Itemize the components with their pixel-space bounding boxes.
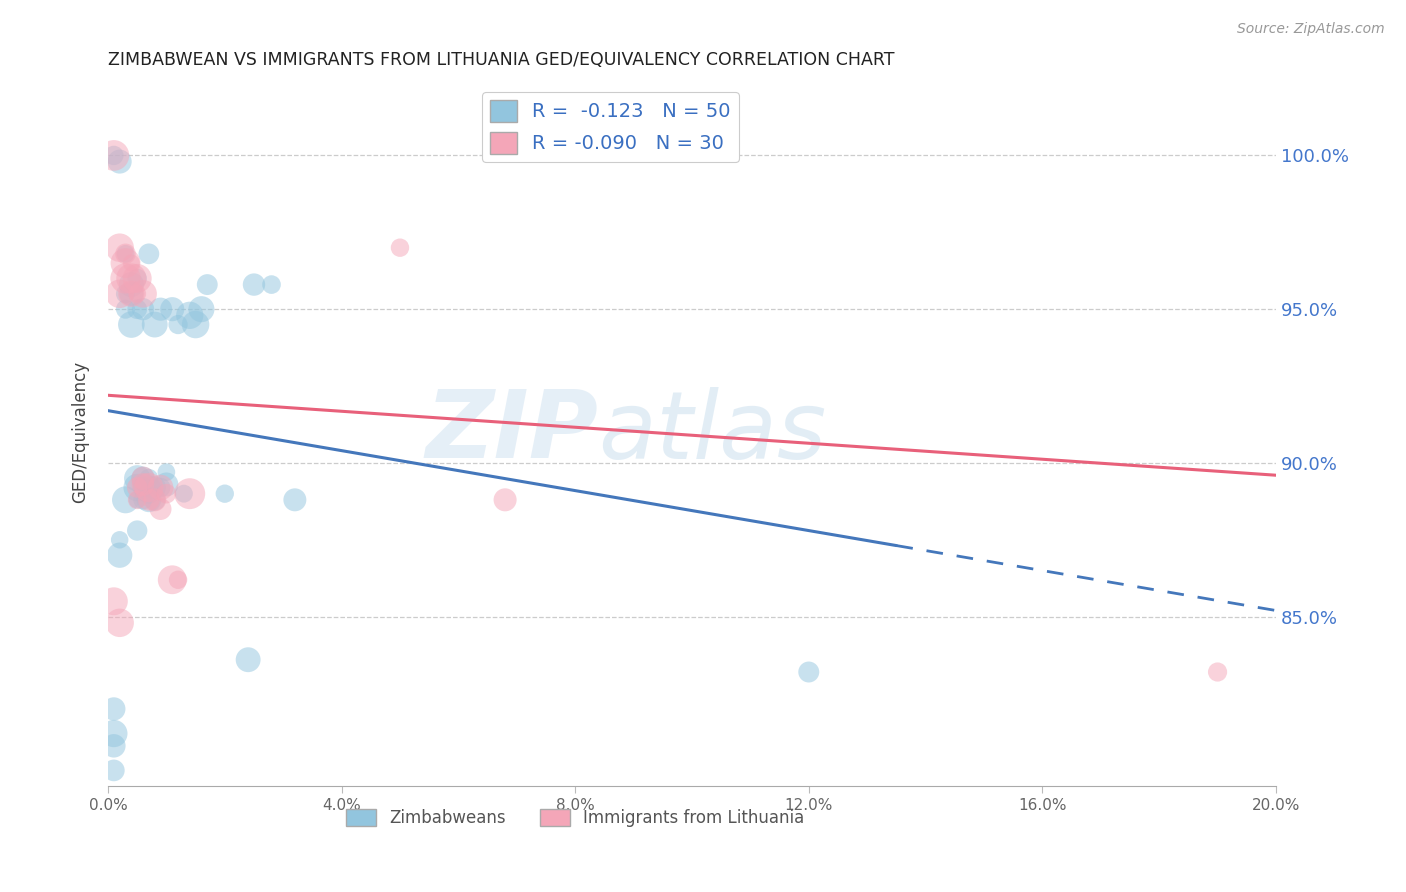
Point	[149, 302, 172, 317]
Point	[127, 271, 149, 285]
Point	[138, 481, 160, 495]
Point	[149, 481, 172, 495]
Point	[120, 271, 142, 285]
Point	[138, 492, 160, 507]
Point	[108, 615, 131, 630]
Point	[143, 318, 166, 332]
Point	[138, 486, 160, 500]
Point	[155, 477, 177, 491]
Point	[160, 302, 183, 317]
Point	[155, 486, 177, 500]
Point	[120, 256, 142, 270]
Point	[120, 277, 142, 292]
Point	[103, 764, 125, 778]
Point	[260, 277, 283, 292]
Point	[494, 492, 516, 507]
Point	[103, 739, 125, 753]
Point	[103, 726, 125, 740]
Point	[127, 492, 149, 507]
Point	[103, 702, 125, 716]
Point	[179, 309, 201, 323]
Point	[149, 481, 172, 495]
Point	[184, 318, 207, 332]
Point	[243, 277, 266, 292]
Point	[103, 148, 125, 162]
Point	[114, 271, 136, 285]
Point	[132, 477, 155, 491]
Legend: Zimbabweans, Immigrants from Lithuania: Zimbabweans, Immigrants from Lithuania	[340, 803, 811, 834]
Point	[108, 533, 131, 547]
Point	[120, 286, 142, 301]
Point	[103, 148, 125, 162]
Point	[127, 481, 149, 495]
Text: atlas: atlas	[599, 386, 827, 478]
Point	[127, 302, 149, 317]
Point	[127, 271, 149, 285]
Point	[236, 653, 259, 667]
Point	[132, 302, 155, 317]
Point	[120, 286, 142, 301]
Point	[179, 486, 201, 500]
Point	[167, 573, 190, 587]
Point	[132, 471, 155, 485]
Point	[120, 318, 142, 332]
Point	[143, 492, 166, 507]
Point	[160, 573, 183, 587]
Point	[214, 486, 236, 500]
Point	[143, 492, 166, 507]
Point	[155, 465, 177, 479]
Point	[143, 481, 166, 495]
Point	[132, 481, 155, 495]
Point	[149, 502, 172, 516]
Text: ZIP: ZIP	[426, 386, 599, 478]
Point	[114, 286, 136, 301]
Point	[190, 302, 212, 317]
Point	[138, 247, 160, 261]
Point	[195, 277, 218, 292]
Point	[114, 247, 136, 261]
Point	[1206, 665, 1229, 679]
Point	[127, 524, 149, 538]
Point	[284, 492, 307, 507]
Point	[114, 492, 136, 507]
Point	[138, 481, 160, 495]
Point	[127, 286, 149, 301]
Point	[138, 471, 160, 485]
Point	[108, 241, 131, 255]
Point	[127, 492, 149, 507]
Point	[797, 665, 820, 679]
Point	[127, 471, 149, 485]
Text: ZIMBABWEAN VS IMMIGRANTS FROM LITHUANIA GED/EQUIVALENCY CORRELATION CHART: ZIMBABWEAN VS IMMIGRANTS FROM LITHUANIA …	[108, 51, 894, 69]
Point	[114, 302, 136, 317]
Point	[138, 492, 160, 507]
Point	[127, 481, 149, 495]
Text: Source: ZipAtlas.com: Source: ZipAtlas.com	[1237, 22, 1385, 37]
Point	[114, 256, 136, 270]
Point	[167, 318, 190, 332]
Point	[173, 486, 195, 500]
Point	[108, 154, 131, 169]
Point	[114, 247, 136, 261]
Point	[388, 241, 411, 255]
Point	[103, 594, 125, 608]
Point	[108, 286, 131, 301]
Point	[132, 492, 155, 507]
Y-axis label: GED/Equivalency: GED/Equivalency	[72, 361, 89, 503]
Point	[132, 286, 155, 301]
Point	[108, 548, 131, 562]
Point	[132, 471, 155, 485]
